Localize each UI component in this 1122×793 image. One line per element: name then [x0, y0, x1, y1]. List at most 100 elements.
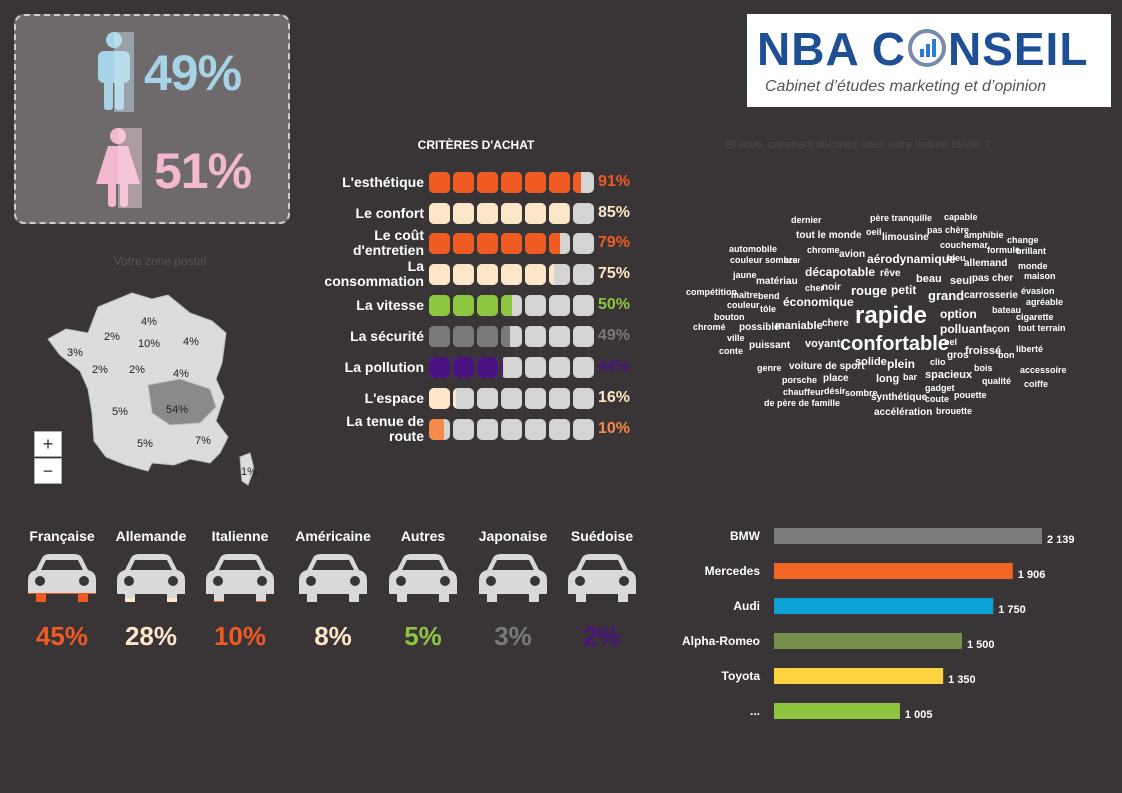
cloud-title: Et vous, comment décririez-vous votre vo…: [725, 139, 990, 151]
brand-label: BMW: [730, 529, 761, 543]
cloud-word: économique: [783, 295, 854, 309]
cloud-word: maniable: [775, 320, 823, 332]
cloud-word: long: [876, 373, 900, 385]
gauge-cell: [501, 233, 522, 254]
cloud-word: formule: [987, 245, 1021, 255]
company-logo: NBA C NSEIL Cabinet d’études marketing et…: [747, 14, 1111, 107]
cloud-word: bel: [944, 337, 958, 347]
gauge-cell: [525, 264, 546, 285]
female-percentage: 51%: [154, 143, 252, 199]
gauge-cell: [429, 203, 450, 224]
car-origin-percentage: 28%: [124, 621, 178, 651]
cloud-word: rouge: [851, 283, 888, 298]
gauge-cell: [429, 419, 450, 440]
cloud-word: dernier: [791, 215, 822, 225]
cloud-word: agréable: [1026, 297, 1064, 307]
cloud-word: brillant: [1016, 246, 1047, 256]
gauge-cell: [477, 419, 498, 440]
cloud-word: chromé: [693, 322, 726, 332]
cloud-word: bleu: [947, 253, 966, 263]
map-label: 4%: [141, 316, 157, 328]
car-origin-item: Allemande 28%: [106, 528, 196, 652]
cloud-word: de père de famille: [764, 398, 841, 408]
gauge-cell: [573, 264, 594, 285]
criteria-value: 10%: [598, 420, 631, 437]
criteria-label: La pollution: [344, 358, 424, 375]
cloud-word: cher: [805, 283, 825, 293]
criteria-value: 50%: [598, 296, 631, 313]
gauge-cell: [501, 326, 522, 347]
car-origin-name: Suédoise: [570, 528, 634, 544]
gauge-cell: [573, 172, 594, 193]
car-origin-name: Française: [29, 528, 95, 544]
gauge-cell: [525, 326, 546, 347]
car-icon: [28, 554, 96, 602]
gauge-cell: [501, 172, 522, 193]
cloud-word: genre: [757, 363, 782, 373]
gauge-cell: [573, 357, 594, 378]
map-label: 54%: [166, 404, 189, 416]
male-percentage: 49%: [144, 45, 242, 101]
gauge-cell: [429, 388, 450, 409]
car-icon: [389, 554, 457, 602]
cloud-word: tôle: [760, 304, 777, 314]
cloud-word: oeil: [866, 227, 882, 237]
cloud-word: amphibie: [964, 230, 1004, 240]
region-highlight: [147, 378, 217, 426]
cloud-word: maître: [731, 290, 759, 300]
car-icon: [206, 554, 274, 602]
cloud-word: couleur sombre: [730, 255, 798, 265]
zoom-in-button[interactable]: +: [34, 431, 62, 457]
cloud-word: change: [1007, 235, 1039, 245]
gauge-cell: [573, 295, 594, 316]
gauge-cell: [453, 326, 474, 347]
logo-chart-icon: [907, 29, 946, 67]
gauge-cell: [453, 233, 474, 254]
cloud-word: accélération: [874, 407, 933, 418]
criteria-gauge: [429, 172, 594, 193]
gauge-cell: [525, 295, 546, 316]
gauge-cell: [549, 419, 570, 440]
brand-bar: [774, 598, 994, 614]
zoom-out-button[interactable]: −: [34, 458, 62, 484]
map-label: 5%: [112, 406, 128, 418]
cloud-word: voiture de sport: [789, 361, 865, 372]
car-origin-percentage: 3%: [494, 621, 532, 651]
cloud-word: limousine: [882, 232, 929, 243]
cloud-word: capable: [944, 212, 978, 222]
brand-label: Audi: [733, 599, 760, 613]
cloud-word: seul: [950, 275, 973, 287]
brand-value-label: 2 139: [1047, 534, 1075, 546]
gender-panel: 49% 51%: [14, 14, 290, 224]
cloud-word: bon: [998, 350, 1015, 360]
cloud-word: ville: [727, 333, 745, 343]
brand-bar: [774, 703, 900, 719]
cloud-word: tout le monde: [796, 230, 862, 241]
gauge-cell: [453, 357, 474, 378]
gauge-cell: [549, 172, 570, 193]
car-origin-percentage: 45%: [35, 621, 89, 651]
gauge-cell: [525, 357, 546, 378]
gauge-cell: [549, 233, 570, 254]
gauge-cell: [501, 357, 522, 378]
car-origin-item: Française 45%: [17, 528, 107, 652]
car-origin-name: Autres: [400, 528, 446, 544]
cloud-word: automobile: [729, 244, 778, 254]
gauge-cell: [549, 326, 570, 347]
cloud-word: jaune: [733, 270, 757, 280]
cloud-word: allemand: [964, 258, 1008, 269]
car-icon: [299, 554, 367, 602]
car-origin-name: Italienne: [211, 528, 269, 544]
gauge-cell: [501, 388, 522, 409]
corsica-shape: [239, 452, 255, 486]
cloud-word: monde: [1018, 261, 1048, 271]
female-icon: [96, 128, 142, 208]
cloud-word: rapide: [855, 302, 928, 329]
gauge-cell: [429, 264, 450, 285]
gauge-cell: [573, 203, 594, 224]
male-icon: [98, 32, 134, 112]
cloud-word: polluant: [940, 322, 987, 336]
cloud-word: carrosserie: [964, 290, 1018, 301]
gauge-cell: [525, 233, 546, 254]
gauge-cell: [429, 326, 450, 347]
